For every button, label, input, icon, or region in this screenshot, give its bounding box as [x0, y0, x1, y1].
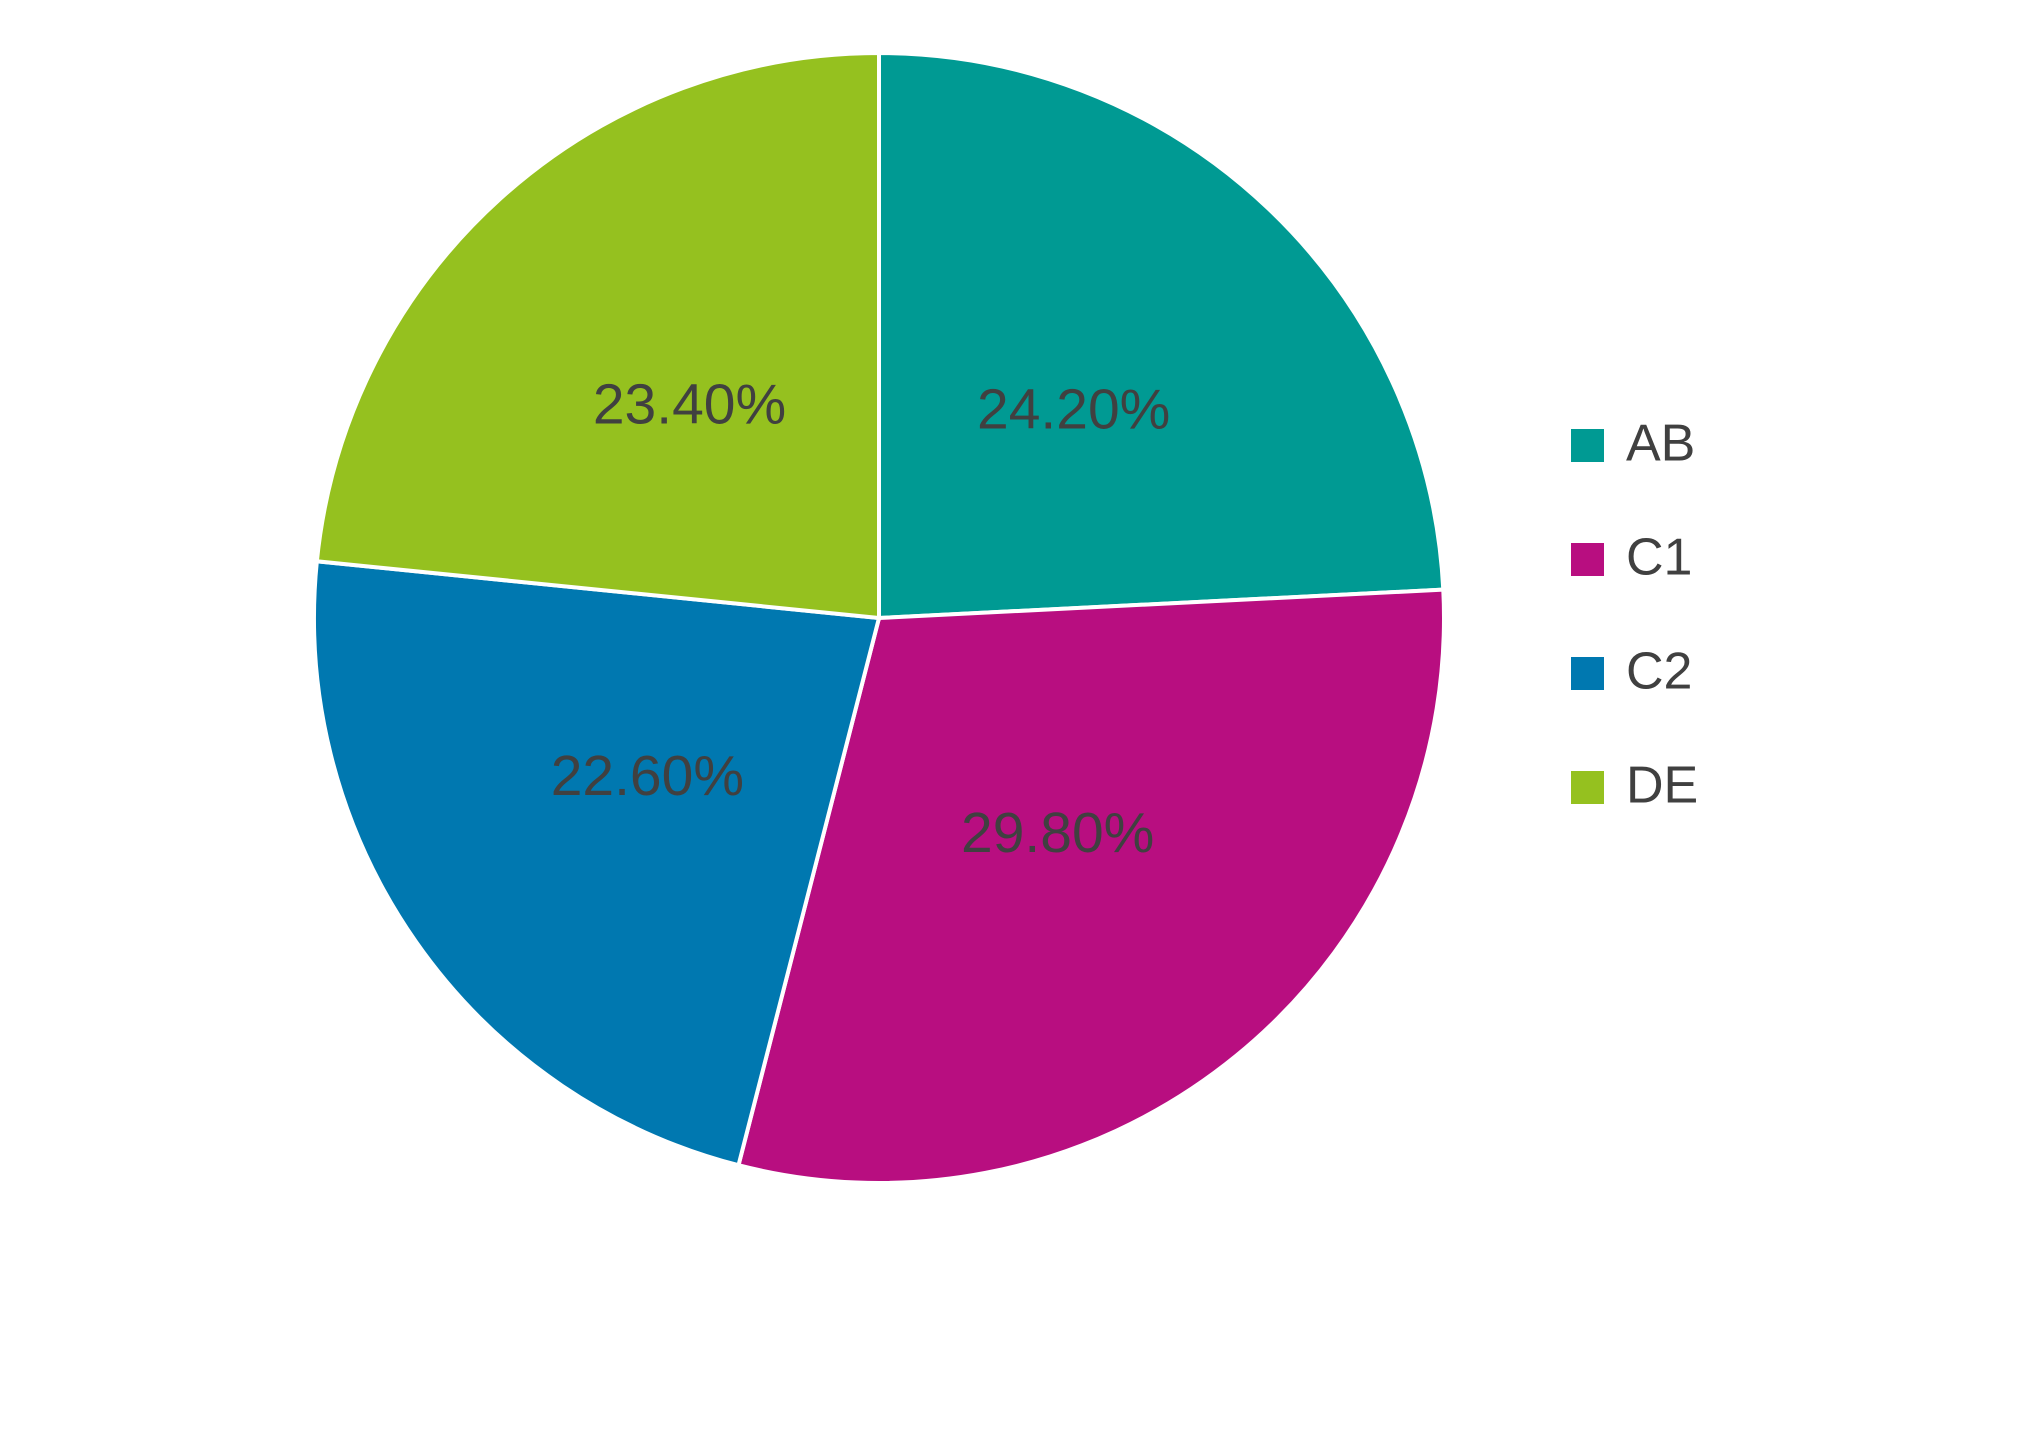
legend-swatch — [1571, 543, 1604, 576]
legend-swatch — [1571, 771, 1604, 804]
legend-label: AB — [1626, 415, 1695, 473]
legend-swatch — [1571, 657, 1604, 690]
legend-swatch — [1571, 429, 1604, 462]
value-label: 29.80% — [961, 801, 1154, 865]
pie-slice — [877, 50, 1446, 621]
legend-label: C1 — [1626, 529, 1692, 587]
pie-slice — [312, 559, 882, 1168]
legend-label: DE — [1626, 757, 1698, 815]
value-label: 22.60% — [551, 744, 744, 808]
value-label: 23.40% — [593, 373, 786, 437]
legend-label: C2 — [1626, 643, 1692, 701]
pie-slice — [314, 50, 881, 621]
value-label: 24.20% — [977, 377, 1170, 441]
pie-slice — [736, 587, 1446, 1185]
